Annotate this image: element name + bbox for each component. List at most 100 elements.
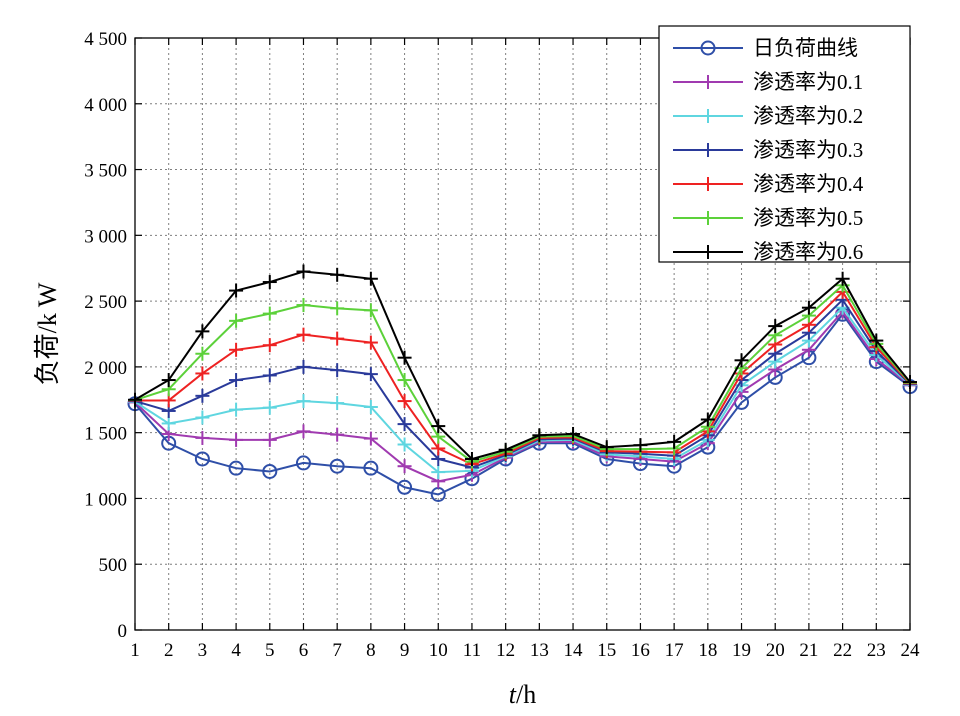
data-point: [296, 424, 311, 439]
data-point: [768, 319, 783, 334]
x-tick-label: 12: [496, 640, 515, 661]
x-tick-label: 18: [698, 640, 717, 661]
legend-label: 渗透率为0.6: [753, 240, 863, 264]
data-point: [330, 396, 345, 411]
data-point: [296, 264, 311, 279]
series-1: [127, 306, 918, 502]
x-tick-label: 17: [665, 640, 684, 661]
data-point: [734, 353, 749, 368]
data-point: [296, 394, 311, 409]
data-point: [262, 275, 277, 290]
data-point: [195, 324, 210, 339]
data-point: [633, 438, 648, 453]
tick-labels: 1 2 3 4 5 6 7 8 9 10 11 12 13 14 15 16 17 18 19 20 21 22 23 240…: [84, 29, 920, 661]
x-tick-label: 11: [463, 640, 481, 661]
y-tick-label: 4 500: [84, 29, 127, 50]
data-point: [195, 346, 210, 361]
y-tick-label: 1 000: [84, 489, 127, 510]
data-point: [295, 455, 311, 471]
data-point: [195, 388, 210, 403]
data-point: [330, 427, 345, 442]
legend-entry: 渗透率为0.6: [673, 240, 863, 264]
data-point: [363, 431, 378, 446]
x-tick-label: 20: [766, 640, 785, 661]
data-point: [229, 342, 244, 357]
data-point: [262, 463, 278, 479]
legend-label: 渗透率为0.4: [753, 172, 864, 196]
plot-frame: [134, 37, 911, 631]
data-point: [195, 430, 210, 445]
data-point: [262, 368, 277, 383]
series-3: [128, 300, 917, 480]
data-point: [363, 303, 378, 318]
data-point: [801, 300, 816, 315]
data-point: [194, 451, 210, 467]
data-point: [363, 335, 378, 350]
data-point: [229, 283, 244, 298]
data-point: [431, 465, 446, 480]
y-tick-label: 500: [99, 555, 128, 576]
data-point: [397, 479, 413, 495]
x-tick-label: 19: [732, 640, 751, 661]
data-point: [464, 451, 479, 466]
y-tick-label: 0: [118, 621, 128, 642]
data-point: [229, 373, 244, 388]
data-point: [262, 338, 277, 353]
legend-label: 渗透率为0.5: [753, 206, 863, 230]
data-point: [835, 271, 850, 286]
data-point: [229, 402, 244, 417]
data-point: [229, 313, 244, 328]
legend-entry: 渗透率为0.1: [673, 70, 863, 94]
data-point: [532, 428, 547, 443]
data-point: [296, 359, 311, 374]
data-point: [397, 417, 412, 432]
legend-entry: 渗透率为0.2: [673, 104, 863, 128]
x-tick-label: 7: [332, 640, 342, 661]
x-tick-label: 15: [597, 640, 616, 661]
data-point: [397, 350, 412, 365]
x-tick-label: 6: [299, 640, 309, 661]
y-tick-label: 1 500: [84, 424, 127, 445]
data-point: [195, 410, 210, 425]
data-point: [296, 327, 311, 342]
series-line: [134, 270, 911, 461]
data-point: [229, 432, 244, 447]
y-tick-label: 2 500: [84, 292, 127, 313]
legend-marker: [700, 40, 716, 56]
x-axis-label: t/h: [509, 680, 536, 709]
data-point: [498, 442, 513, 457]
y-axis-label: 负荷/k W: [33, 282, 62, 385]
data-point: [262, 432, 277, 447]
data-point: [195, 366, 210, 381]
y-tick-label: 3 000: [84, 226, 127, 247]
data-point: [330, 363, 345, 378]
x-tick-label: 21: [799, 640, 818, 661]
data-point: [363, 460, 379, 476]
series-line: [134, 283, 911, 463]
series-line: [134, 310, 911, 483]
data-point: [161, 373, 176, 388]
x-tick-label: 9: [400, 640, 410, 661]
data-point: [262, 306, 277, 321]
data-point: [397, 394, 412, 409]
data-point: [296, 298, 311, 313]
data-point: [397, 373, 412, 388]
x-tick-label: 22: [833, 640, 852, 661]
data-point: [262, 400, 277, 415]
legend-entry: 渗透率为0.3: [673, 138, 863, 162]
legend-label: 渗透率为0.1: [753, 70, 863, 94]
x-tick-label: 1: [130, 640, 140, 661]
x-tick-label: 13: [530, 640, 549, 661]
data-point: [700, 412, 715, 427]
legend-entry: 渗透率为0.5: [673, 206, 863, 230]
x-axis-label-variable: t: [509, 680, 517, 709]
data-point: [329, 458, 345, 474]
x-tick-label: 3: [198, 640, 208, 661]
data-point: [330, 267, 345, 282]
x-tick-label: 10: [429, 640, 448, 661]
x-axis-label-unit: /h: [516, 680, 536, 709]
series-7: [128, 264, 917, 466]
x-tick-label: 2: [164, 640, 174, 661]
series-6: [128, 278, 917, 469]
